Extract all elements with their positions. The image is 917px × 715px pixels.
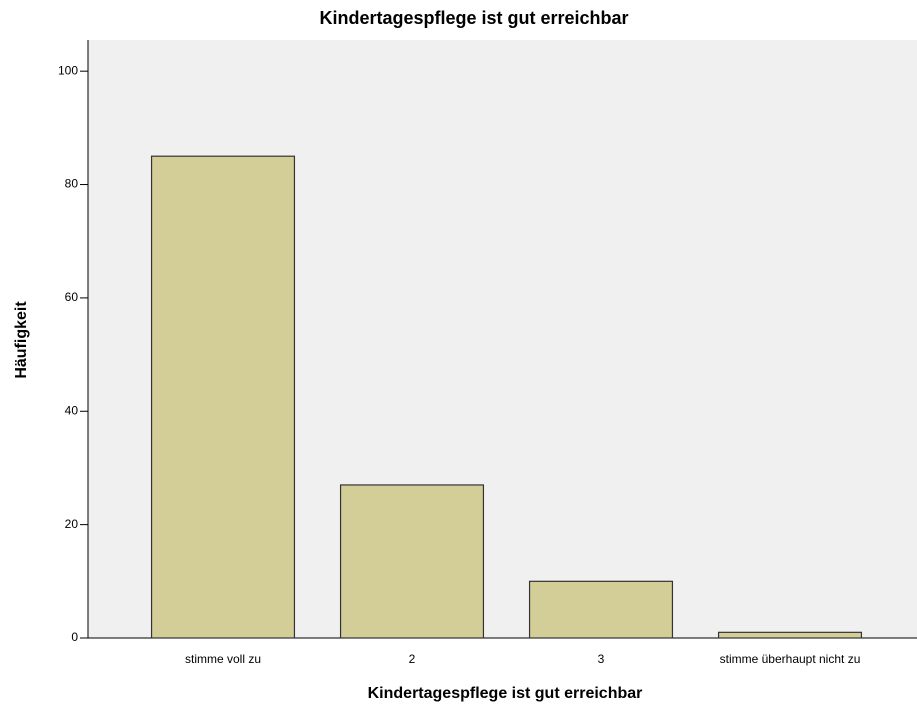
chart-title: Kindertagespflege ist gut erreichbar [319,8,628,28]
y-tick-label: 60 [65,290,79,304]
y-tick-label: 100 [58,63,78,77]
bar [528,580,674,639]
x-tick-label: 2 [409,652,416,666]
y-tick-label: 40 [65,403,79,417]
bar [150,155,296,639]
x-tick-label: stimme voll zu [185,652,261,666]
x-tick-label: 3 [598,652,605,666]
y-axis-label: Häufigkeit [13,301,30,379]
bar [717,631,863,639]
y-tick-label: 80 [65,177,79,191]
y-tick-label: 0 [71,630,78,644]
x-axis-label: Kindertagespflege ist gut erreichbar [368,685,643,702]
x-tick-label: stimme überhaupt nicht zu [720,652,861,666]
y-tick-label: 20 [65,517,79,531]
bar [339,484,485,639]
